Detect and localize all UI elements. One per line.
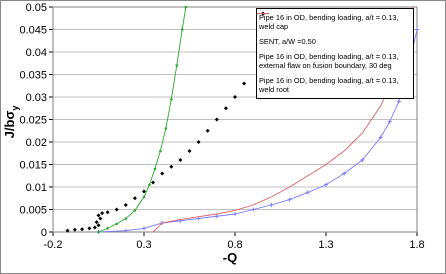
marker: [205, 128, 210, 133]
marker: [169, 164, 174, 169]
y-label-sub: y: [10, 106, 20, 111]
marker: [360, 158, 365, 162]
y-tick-label: 0.04: [26, 47, 47, 59]
marker: [87, 226, 92, 231]
marker: [100, 211, 105, 216]
series-line: [98, 6, 187, 233]
marker: [233, 95, 237, 99]
y-tick-label: 0.025: [19, 115, 47, 127]
x-axis-label: -Q: [223, 250, 237, 265]
legend-entry: Pipe 16 in OD, bending loading, a/t = 0.…: [259, 11, 411, 70]
marker: [80, 227, 85, 232]
marker: [305, 190, 310, 195]
marker: [115, 222, 118, 226]
marker: [94, 220, 99, 225]
legend-label: SENT, a/W =0.50: [259, 37, 316, 46]
x-tick-label: 1.3: [318, 239, 333, 251]
marker: [269, 203, 274, 207]
marker: [396, 99, 401, 104]
marker: [159, 149, 162, 153]
marker: [142, 195, 146, 199]
marker: [415, 27, 419, 32]
marker: [251, 207, 256, 212]
y-tick-label: 0.005: [19, 205, 47, 217]
x-tick-label: 0.3: [136, 239, 151, 251]
marker: [196, 140, 201, 144]
marker: [123, 228, 128, 233]
marker: [160, 171, 165, 176]
marker: [92, 225, 97, 230]
marker: [387, 119, 392, 124]
marker: [170, 97, 173, 101]
legend-label: Pipe 16 in OD, bending loading, a/t = 0.…: [259, 76, 399, 94]
marker: [151, 180, 156, 185]
marker: [153, 167, 157, 171]
marker: [142, 189, 146, 194]
y-tick-label: 0.015: [19, 160, 47, 172]
marker: [97, 230, 100, 234]
marker: [96, 223, 101, 228]
legend-entry: Pipe 16 in OD, bending loading, a/t = 0.…: [257, 13, 411, 94]
marker: [196, 216, 201, 221]
marker: [133, 209, 137, 212]
y-tick-label: 0.01: [26, 182, 47, 194]
plot-area: [52, 6, 418, 233]
marker: [96, 213, 101, 218]
marker: [214, 117, 219, 122]
marker: [287, 197, 292, 202]
marker: [114, 207, 119, 212]
legend-entry: SENT, a/W =0.50: [257, 12, 411, 46]
marker: [175, 64, 179, 67]
x-tick-label: -0.2: [44, 239, 63, 251]
marker: [142, 226, 146, 231]
legend-key: [257, 13, 269, 14]
legend: Pipe 16 in OD, bending loading, a/t = 0.…: [256, 8, 414, 99]
marker: [106, 227, 109, 230]
marker: [72, 227, 77, 232]
marker: [233, 212, 237, 216]
marker: [187, 149, 192, 153]
y-label-main: J/bσ: [2, 111, 17, 139]
marker: [98, 216, 103, 221]
x-tick-label: 1.8: [409, 239, 424, 251]
y-tick-label: 0.02: [26, 137, 47, 149]
marker: [180, 28, 184, 31]
y-tick-label: 0.045: [19, 25, 47, 37]
marker: [324, 182, 328, 187]
y-tick-label: 0: [41, 227, 47, 239]
legend-label: Pipe 16 in OD, bending loading, a/t = 0.…: [259, 13, 399, 31]
y-tick-label: 0.035: [19, 70, 47, 82]
marker: [242, 81, 247, 86]
marker: [184, 5, 188, 9]
marker: [214, 214, 219, 219]
marker: [164, 127, 168, 130]
marker: [342, 171, 347, 176]
y-axis-label: J/bσy: [2, 106, 20, 139]
y-tick-label: 0.03: [26, 92, 47, 104]
legend-entry: Pipe 16 in OD, bending loading, a/t = 0.…: [257, 11, 411, 31]
marker: [178, 158, 183, 162]
y-tick-label: 0.05: [26, 2, 47, 14]
x-tick-label: 0.8: [227, 239, 242, 251]
marker: [105, 210, 110, 215]
legend-label: Pipe 16 in OD, bending loading, a/t = 0.…: [259, 52, 399, 70]
marker: [65, 228, 70, 233]
marker: [123, 203, 128, 207]
marker: [148, 183, 151, 187]
marker: [124, 217, 128, 220]
marker: [223, 106, 228, 111]
marker: [132, 196, 137, 201]
marker: [378, 135, 383, 140]
